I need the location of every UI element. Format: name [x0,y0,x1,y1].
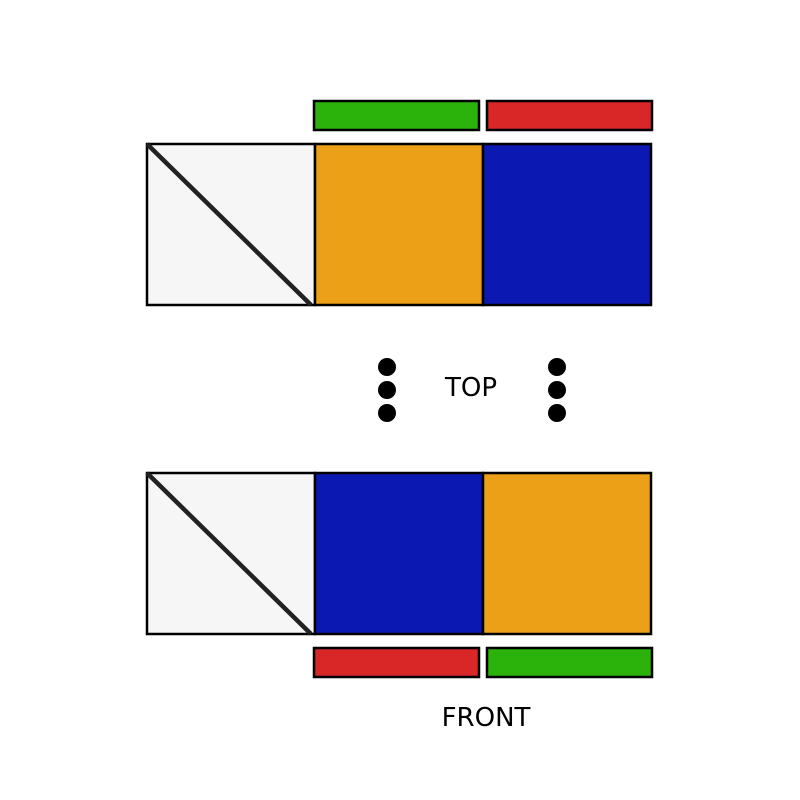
top-edge-strip-left [312,99,481,132]
dot [548,381,566,399]
top-cell-left-diagonal [145,142,313,307]
top-edge-strip-right [485,99,654,132]
dot [548,404,566,422]
dot [378,358,396,376]
dot [548,358,566,376]
front-label: FRONT [442,703,531,733]
front-cell-middle [313,471,485,636]
front-edge-strip-right [485,646,654,679]
top-cell-middle [313,142,485,307]
dot [378,381,396,399]
front-cell-left-diagonal [145,471,313,636]
front-edge-strip-left [312,646,481,679]
top-label: TOP [444,373,497,403]
top-cell-right [481,142,653,307]
front-cell-right [481,471,653,636]
top-view [145,99,654,307]
separator: TOP [378,358,566,422]
front-view: FRONT [145,471,654,733]
dot [378,404,396,422]
